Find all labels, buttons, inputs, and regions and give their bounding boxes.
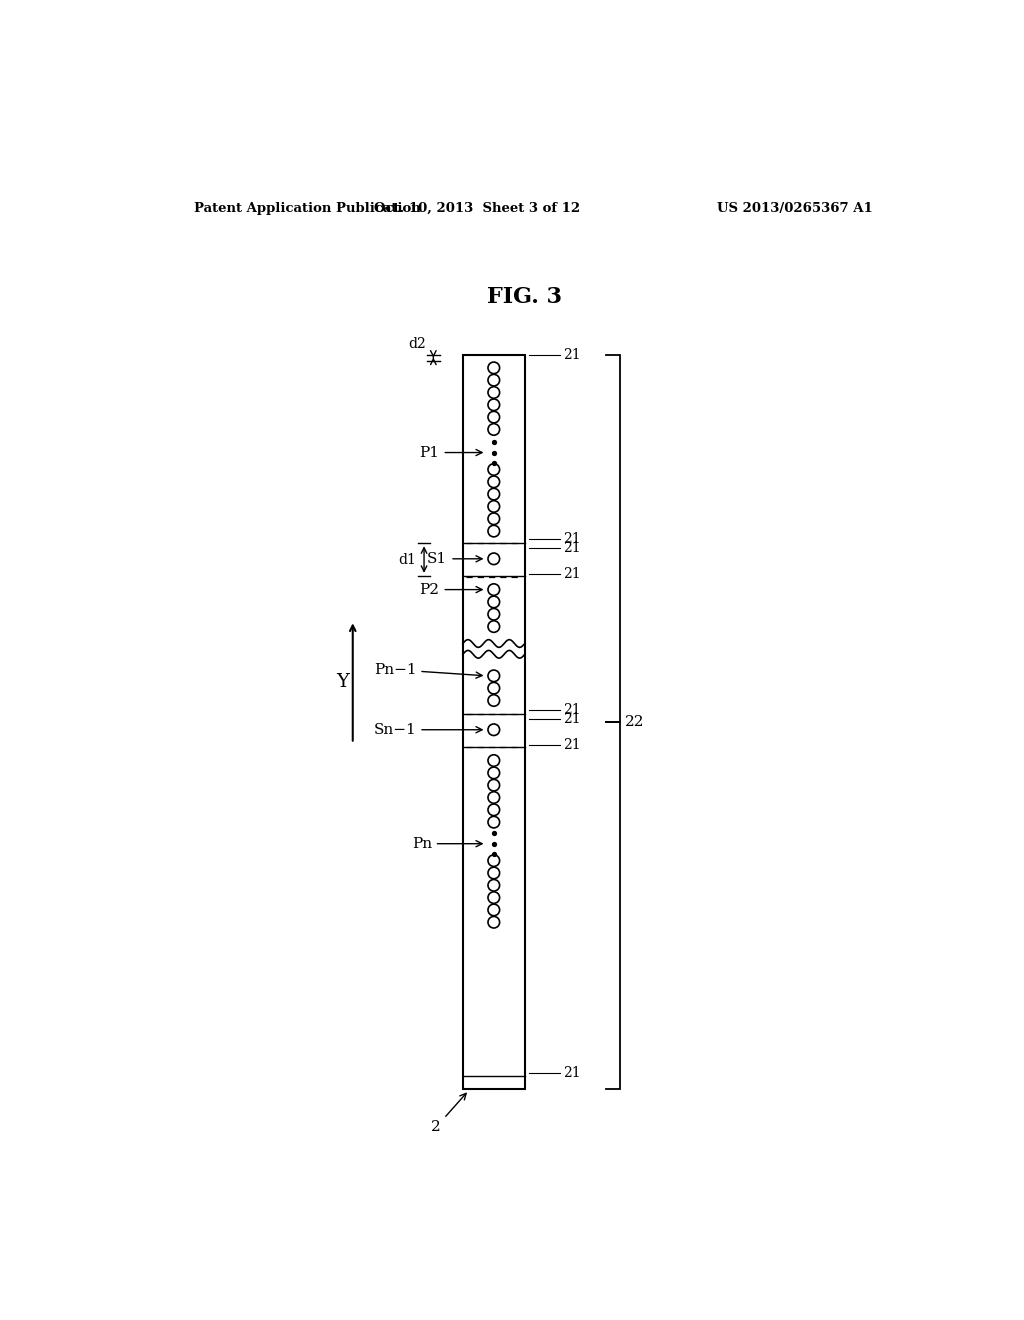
Text: P2: P2 [420, 582, 482, 597]
Text: P1: P1 [420, 446, 482, 459]
Text: d2: d2 [408, 338, 426, 351]
Text: Oct. 10, 2013  Sheet 3 of 12: Oct. 10, 2013 Sheet 3 of 12 [374, 202, 580, 215]
Text: Pn−1: Pn−1 [374, 663, 482, 678]
Text: Patent Application Publication: Patent Application Publication [194, 202, 421, 215]
Text: 22: 22 [625, 714, 644, 729]
Text: US 2013/0265367 A1: US 2013/0265367 A1 [717, 202, 872, 215]
Text: Pn: Pn [412, 837, 482, 850]
Text: d1: d1 [398, 553, 417, 566]
Text: S1: S1 [427, 552, 482, 566]
Bar [463, 355, 524, 1089]
Text: 21: 21 [563, 541, 582, 554]
Text: 21: 21 [563, 1067, 582, 1080]
Text: 21: 21 [563, 347, 582, 362]
Text: 21: 21 [563, 702, 582, 717]
Text: Y: Y [336, 673, 349, 690]
Text: 2: 2 [431, 1093, 466, 1134]
Text: 21: 21 [563, 738, 582, 752]
Text: 21: 21 [563, 568, 582, 581]
Text: 21: 21 [563, 532, 582, 545]
Text: FIG. 3: FIG. 3 [487, 286, 562, 308]
Text: 21: 21 [563, 711, 582, 726]
Text: Sn−1: Sn−1 [374, 723, 482, 737]
